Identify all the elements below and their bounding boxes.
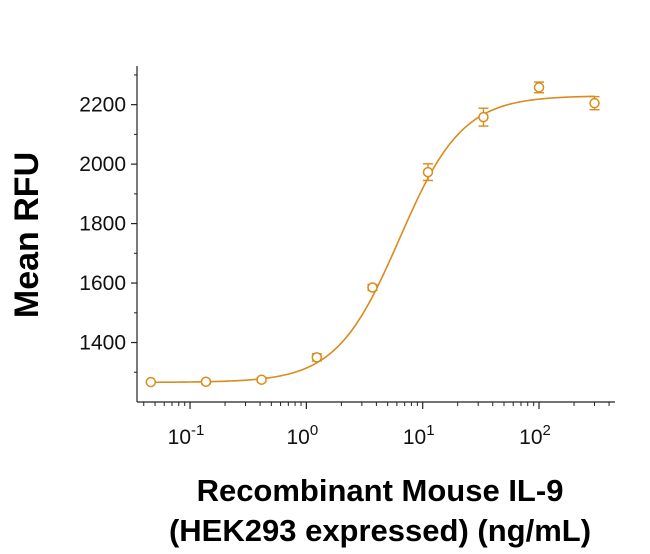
x-tick-label: 102 <box>519 422 551 449</box>
data-point <box>422 166 434 178</box>
y-tick-label: 1800 <box>79 213 126 236</box>
x-axis-title-line-1: Recombinant Mouse IL-9 <box>197 473 564 508</box>
data-point <box>533 82 545 93</box>
data-point <box>256 374 267 385</box>
data-point <box>589 97 600 109</box>
data-point <box>367 282 378 293</box>
data-point <box>200 376 212 388</box>
x-tick-label: 100 <box>287 422 319 449</box>
y-axis-title: Mean RFU <box>8 152 46 318</box>
data-point <box>311 352 323 363</box>
data-point <box>478 111 489 123</box>
y-axis: 1400 1600 1800 2000 2200 <box>79 66 138 402</box>
data-point <box>145 376 157 388</box>
x-tick-label: 101 <box>403 422 435 449</box>
x-axis-title-line-2: (HEK293 expressed) (ng/mL) <box>169 513 591 548</box>
y-tick-label: 2000 <box>79 153 126 176</box>
plot-area <box>145 81 600 388</box>
x-tick-label: 10-1 <box>168 422 205 449</box>
y-tick-label: 2200 <box>79 94 126 117</box>
x-axis: 10-1 100 101 102 <box>137 401 615 449</box>
y-tick-label: 1400 <box>79 332 126 355</box>
fit-curve <box>150 95 595 384</box>
y-tick-label: 1600 <box>79 272 126 295</box>
